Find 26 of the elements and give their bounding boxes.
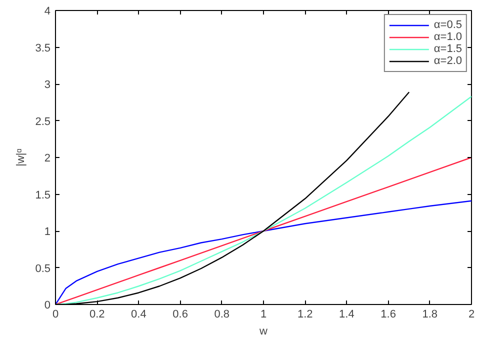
x-tick-label: 0.2 <box>89 308 105 320</box>
y-axis-title: |w|ᵅ <box>15 148 28 166</box>
legend-label: α=2.0 <box>434 55 462 67</box>
legend-label: α=0.5 <box>434 19 462 31</box>
x-tick-label: 0 <box>52 308 59 320</box>
x-tick-label: 0.8 <box>214 308 230 320</box>
y-tick-label: 2 <box>44 152 51 164</box>
x-tick-label: 1.8 <box>422 308 438 320</box>
y-tick-label: 2.5 <box>35 116 51 128</box>
x-tick-label: 1.6 <box>380 308 396 320</box>
y-tick-label: 1.5 <box>35 189 51 202</box>
x-tick-label: 1.2 <box>297 308 313 320</box>
x-tick-label: 0.6 <box>172 308 188 320</box>
y-tick-label: 0 <box>44 300 51 312</box>
x-tick-label: 2 <box>468 308 475 320</box>
legend-label: α=1.0 <box>434 31 462 43</box>
x-tick-label: 1.4 <box>339 308 354 320</box>
y-tick-label: 1 <box>44 226 51 238</box>
y-tick-label: 3 <box>44 79 51 91</box>
x-tick-label: 1 <box>260 308 267 320</box>
x-axis-title: w <box>258 326 268 338</box>
y-tick-label: 0.5 <box>35 262 51 275</box>
legend-label: α=1.5 <box>434 43 462 55</box>
y-tick-label: 3.5 <box>35 42 51 54</box>
x-tick-label: 0.4 <box>131 308 146 320</box>
y-tick-label: 4 <box>44 6 51 18</box>
